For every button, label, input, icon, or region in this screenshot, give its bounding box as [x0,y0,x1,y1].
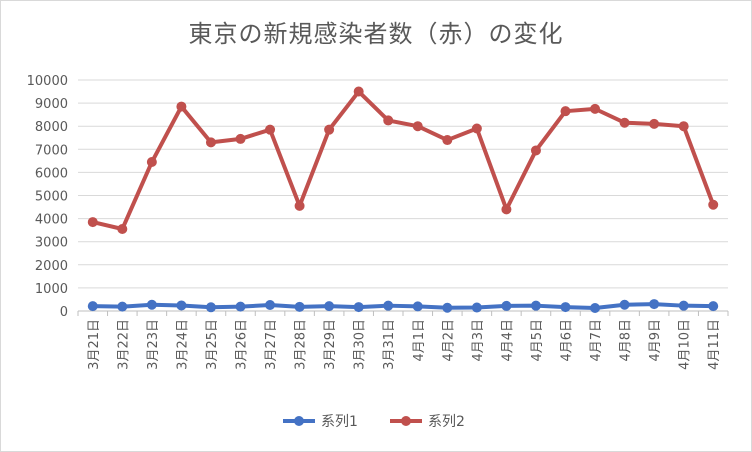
data-point [471,302,482,313]
y-tick-label: 7000 [35,143,68,158]
x-tick-label: 3月23日 [146,319,161,370]
y-tick-label: 2000 [35,259,68,274]
y-tick-label: 0 [60,305,68,320]
x-axis-ticks: 3月21日 3月22日 3月23日 3月24日 3月25日 3月26日 3月27日 3月28日… [77,311,729,370]
y-axis-ticks: 0 1000 2000 3000 4000 5000 6000 7000 8000 9000 100… [27,74,68,320]
y-tick-label: 4000 [35,213,68,228]
x-tick-label: 3月29日 [323,319,338,370]
x-tick-label: 4月10日 [678,319,693,370]
data-point [294,301,305,312]
data-point [530,145,541,156]
data-point [412,301,423,312]
x-tick-label: 4月4日 [500,319,515,362]
series-1 [87,299,719,313]
data-point [649,118,660,129]
data-point [353,86,364,97]
x-tick-label: 3月31日 [382,319,397,370]
data-point [649,299,660,310]
data-point [560,302,571,313]
data-point [383,115,394,126]
data-point [442,135,453,146]
y-tick-label: 9000 [35,97,68,112]
y-tick-label: 1000 [35,282,68,297]
data-point [619,299,630,310]
data-point [294,200,305,211]
series-line [92,89,716,231]
data-point [117,223,128,234]
data-point [353,302,364,313]
y-tick-label: 8000 [35,120,68,135]
y-tick-label: 10000 [27,74,68,89]
legend-label: 系列2 [428,414,465,430]
x-tick-label: 3月21日 [87,319,102,370]
data-point [412,121,423,132]
x-tick-label: 4月7日 [589,319,604,362]
data-point [619,117,630,128]
data-point [235,301,246,312]
x-tick-label: 4月8日 [619,319,634,362]
data-point [383,300,394,311]
x-tick-label: 4月5日 [530,319,545,362]
x-tick-label: 3月26日 [235,319,250,370]
data-point [590,103,601,114]
data-point [678,121,689,132]
data-point [530,300,541,311]
data-point [87,301,98,312]
x-tick-label: 3月27日 [264,319,279,370]
data-point [205,137,216,148]
x-tick-label: 4月11日 [707,319,722,370]
y-tick-label: 3000 [35,236,68,251]
x-tick-label: 4月9日 [648,319,663,362]
data-point [708,199,719,210]
legend: 系列1 系列2 [283,414,465,430]
data-point [560,106,571,117]
data-point [324,124,335,135]
data-point [590,302,601,313]
data-point [205,302,216,313]
y-tick-label: 6000 [35,166,68,181]
gridlines [78,79,728,312]
chart-title: 東京の新規感染者数（赤）の変化 [188,20,564,48]
series-group [87,86,719,313]
series-2 [87,86,719,234]
x-tick-label: 3月28日 [294,319,309,370]
data-point [442,302,453,313]
series-line [92,302,714,310]
legend-label: 系列1 [321,414,358,430]
data-point [176,300,187,311]
x-tick-label: 4月3日 [471,319,486,362]
legend-marker [401,416,411,426]
data-point [501,300,512,311]
x-tick-label: 3月24日 [175,319,190,370]
data-point [265,299,276,310]
data-point [501,204,512,215]
data-point [117,301,128,312]
data-point [176,101,187,112]
y-tick-label: 5000 [35,190,68,205]
data-point [146,299,157,310]
data-point [678,300,689,311]
data-point [235,133,246,144]
x-tick-label: 4月6日 [560,319,575,362]
x-tick-label: 3月30日 [353,319,368,370]
x-tick-label: 3月25日 [205,319,220,370]
data-point [87,217,98,228]
data-point [146,157,157,168]
data-point [265,124,276,135]
data-point [324,301,335,312]
x-tick-label: 4月2日 [441,319,456,362]
x-tick-label: 4月1日 [412,319,427,362]
data-point [471,123,482,134]
legend-marker [294,416,304,426]
data-point [708,301,719,312]
x-tick-label: 3月22日 [116,319,131,370]
